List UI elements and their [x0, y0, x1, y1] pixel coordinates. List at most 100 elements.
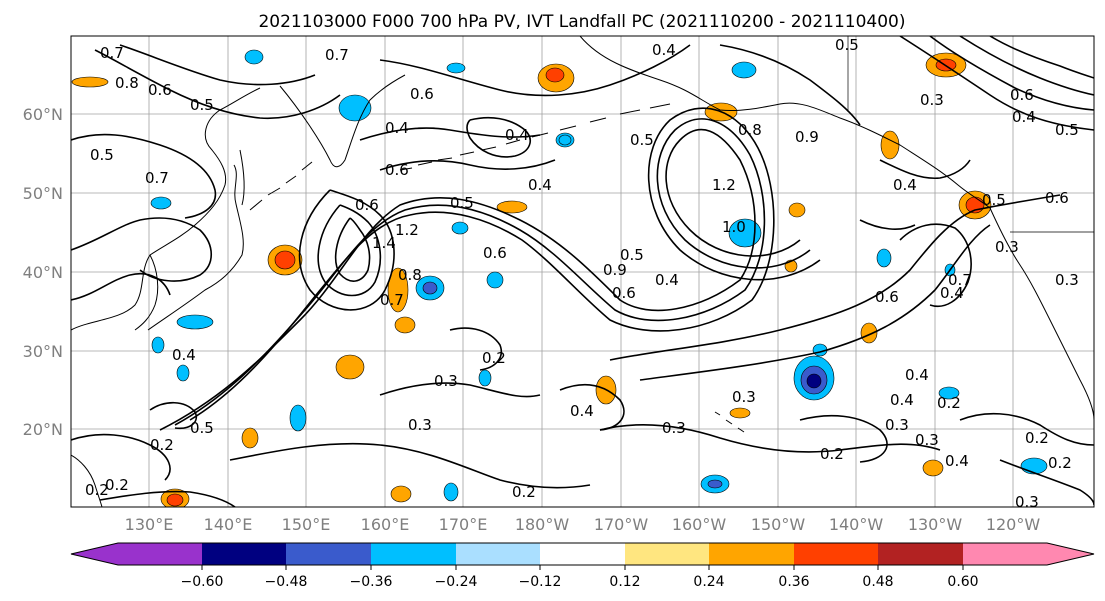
lon-label: 130°W — [908, 515, 963, 534]
pv-contour — [959, 36, 1094, 96]
contour-label: 0.3 — [1055, 271, 1079, 289]
contour-label: 0.7 — [100, 44, 124, 62]
pv-contour — [959, 412, 1094, 446]
pv-contour — [379, 382, 541, 398]
anomaly-patch — [545, 67, 565, 83]
colorbar-tick-label: −0.24 — [435, 574, 478, 590]
colorbar-tick-label: 0.36 — [778, 574, 809, 590]
colorbar-tick-label: 0.60 — [947, 574, 978, 590]
pv-contour — [899, 36, 1094, 131]
contour-label: 0.6 — [875, 288, 899, 306]
pv-contour — [899, 223, 972, 307]
coastline-japan — [147, 164, 244, 331]
pv-contour — [639, 224, 991, 381]
contour-label: 0.4 — [893, 176, 917, 194]
contour-label: 0.5 — [630, 131, 654, 149]
contour-label: 0.3 — [434, 372, 458, 390]
lon-label: 170°E — [439, 515, 488, 534]
anomaly-patch — [335, 354, 365, 380]
contour-label: 0.3 — [1015, 493, 1039, 511]
anomaly-patch — [241, 427, 259, 449]
coastlines — [71, 36, 1094, 507]
pv-contour — [449, 327, 502, 371]
contour-label: 0.3 — [915, 431, 939, 449]
contour-label: 0.2 — [820, 445, 844, 463]
anomaly-patch — [176, 364, 190, 382]
contour-label: 0.2 — [1048, 454, 1072, 472]
anomaly-patch — [387, 267, 409, 313]
pv-contour — [334, 217, 371, 282]
anomaly-patch — [451, 221, 469, 235]
colorbar-segment — [540, 543, 625, 565]
lon-label: 130°E — [125, 515, 174, 534]
coastline-hawaii — [714, 411, 745, 433]
contour-label: 0.2 — [85, 481, 109, 499]
anomaly-patch — [558, 134, 572, 146]
contour-label: 0.4 — [940, 284, 964, 302]
lon-label: 120°W — [986, 515, 1041, 534]
contour-label: 0.2 — [1025, 429, 1049, 447]
pv-contour — [989, 36, 1094, 79]
anomaly-patch — [150, 196, 172, 210]
coastline-kamchatka — [279, 74, 406, 168]
coastline-korea — [134, 254, 159, 331]
lon-label: 150°W — [751, 515, 806, 534]
contour-label: 0.2 — [482, 349, 506, 367]
anomaly-patch — [151, 336, 165, 354]
contour-label: 0.9 — [795, 128, 819, 146]
pv-contour — [859, 219, 916, 230]
contour-label: 0.3 — [732, 388, 756, 406]
gridlines — [71, 36, 1094, 507]
anomaly-patch — [338, 94, 372, 122]
anomaly-patch — [707, 479, 723, 489]
contour-label: 0.4 — [172, 346, 196, 364]
contour-label: 0.5 — [190, 96, 214, 114]
pv-contour — [159, 128, 801, 431]
pv-contour — [999, 459, 1094, 506]
anomaly-patch — [1020, 457, 1048, 475]
anomaly-patch — [728, 218, 762, 248]
anomaly-patch — [880, 130, 900, 160]
lon-label: 140°W — [829, 515, 884, 534]
contour-label: 0.5 — [982, 191, 1006, 209]
pv-contour — [149, 401, 197, 430]
contour-label: 0.3 — [662, 419, 686, 437]
anomaly-patch — [876, 248, 892, 268]
colorbar-segment — [371, 543, 456, 565]
colorbar-segment — [118, 543, 202, 565]
anomaly-patch — [390, 485, 412, 503]
contour-label: 0.2 — [937, 394, 961, 412]
map-frame — [70, 35, 1095, 508]
contour-label: 0.4 — [652, 41, 676, 59]
colorbar-segment — [625, 543, 709, 565]
contour-label: 0.6 — [385, 161, 409, 179]
contour-label: 0.2 — [150, 436, 174, 454]
lat-label: 40°N — [23, 263, 63, 282]
pv-contour — [71, 273, 171, 301]
pv-contour — [94, 49, 341, 120]
anomaly-patch — [289, 404, 307, 432]
contour-label: 0.4 — [905, 366, 929, 384]
anomaly-patch — [166, 493, 184, 507]
pv-contour — [317, 204, 382, 297]
coastline-kurils — [249, 161, 313, 211]
pv-contour — [379, 44, 691, 97]
contour-label: 0.7 — [325, 46, 349, 64]
contour-label: 0.4 — [570, 402, 594, 420]
coastline-philippines — [71, 454, 103, 507]
anomaly-patch — [176, 314, 214, 330]
colorbar-tick-label: −0.12 — [519, 574, 562, 590]
pv-contour — [466, 116, 531, 158]
colorbar-extend-min — [71, 543, 118, 565]
colorbar-extend-max — [1047, 543, 1094, 565]
contour-label: 0.5 — [1055, 121, 1079, 139]
anomaly-patch — [394, 316, 416, 334]
anomaly-patch — [478, 369, 492, 387]
colorbar-tick-label: 0.48 — [862, 574, 893, 590]
lon-label: 150°E — [282, 515, 331, 534]
pv-contour — [379, 159, 556, 171]
contour-label: 0.5 — [190, 419, 214, 437]
pv-contours — [71, 36, 1094, 507]
colorbar-segment — [878, 543, 963, 565]
